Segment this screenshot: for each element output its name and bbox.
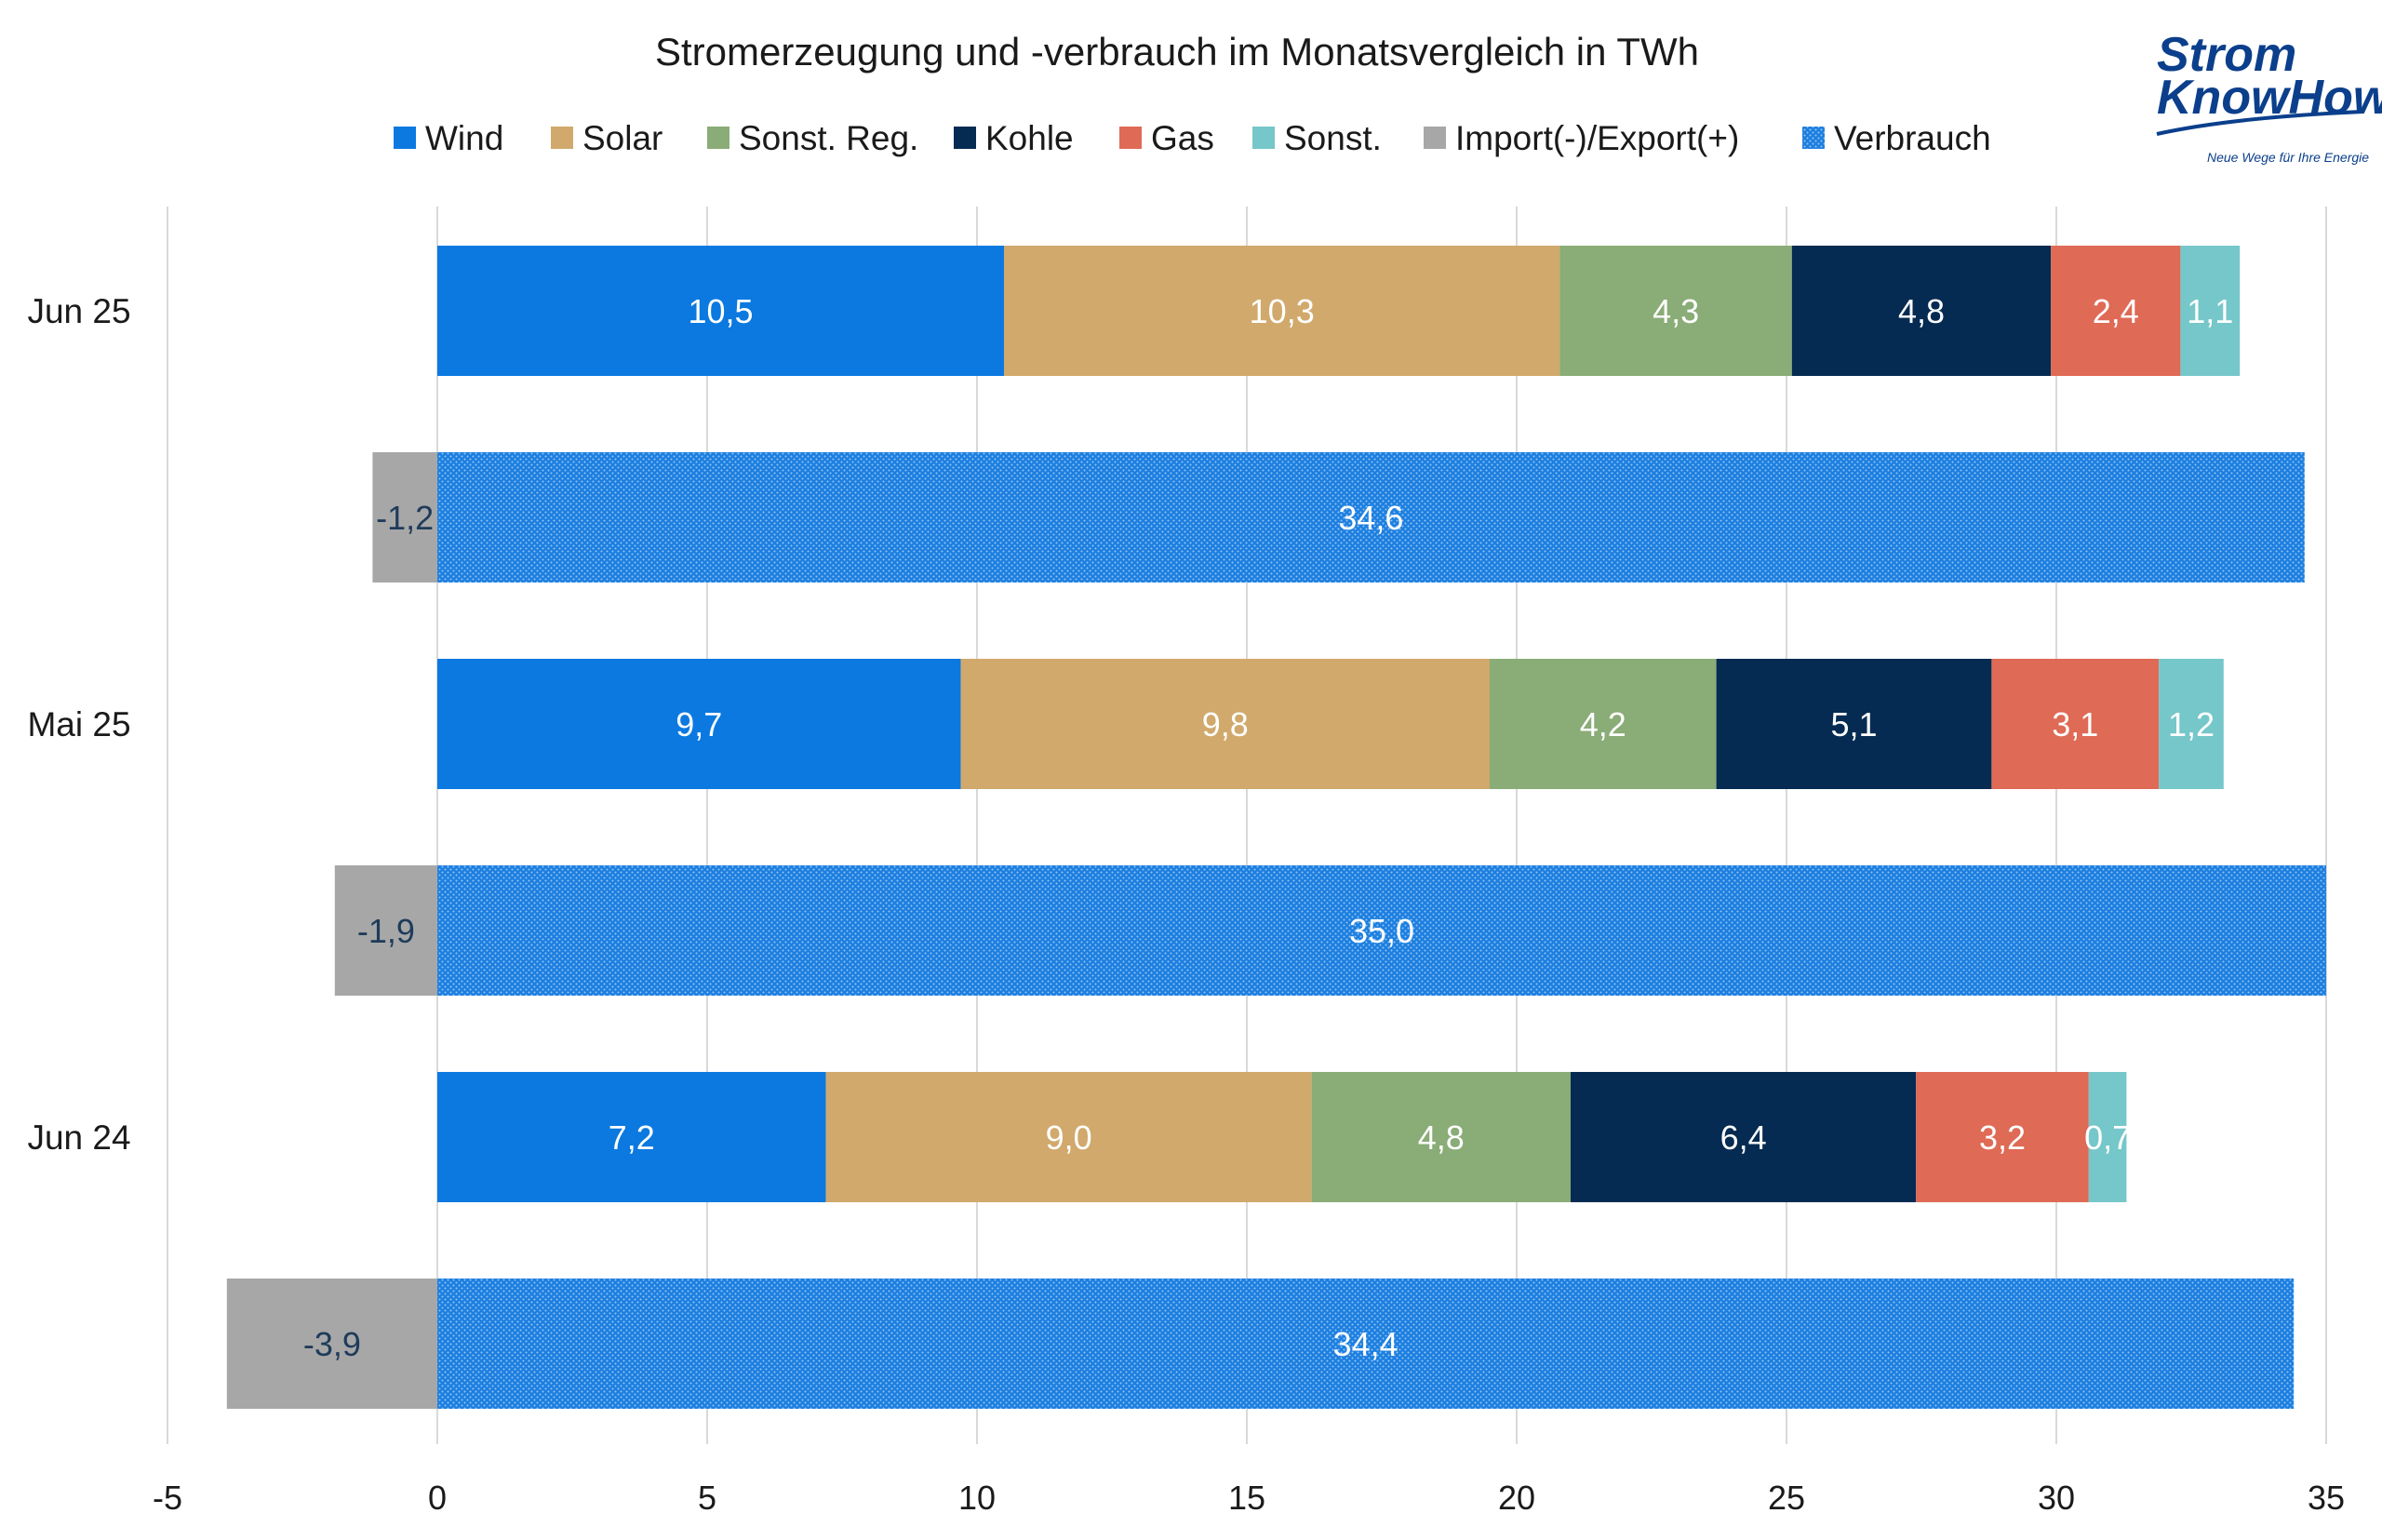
- legend-label-kohle: Kohle: [985, 119, 1074, 157]
- bar-sonst_reg: [1490, 659, 1717, 789]
- bar-gas: [1916, 1072, 2089, 1202]
- legend-swatch-wind: [394, 127, 416, 149]
- x-tick-label: 35: [2308, 1479, 2345, 1517]
- x-tick-label: 0: [428, 1479, 447, 1517]
- logo-swoosh: [2156, 110, 2364, 136]
- bar-solar: [960, 659, 1490, 789]
- data-label-wind: 9,7: [676, 705, 722, 743]
- data-label-sonst_reg: 4,2: [1580, 705, 1626, 743]
- bar-wind: [437, 246, 1004, 376]
- legend-label-wind: Wind: [425, 119, 503, 157]
- bar-kohle: [1571, 1072, 1917, 1202]
- bar-verbrauch: [437, 1279, 2295, 1409]
- data-label-gas: 2,4: [2093, 292, 2139, 330]
- bar-sonst_reg: [1559, 246, 1792, 376]
- data-label-gas: 3,1: [2052, 705, 2098, 743]
- category-label: Jun 25: [27, 292, 130, 330]
- x-tick-label: 5: [698, 1479, 716, 1517]
- bar-sonst: [2159, 659, 2224, 789]
- data-label-kohle: 5,1: [1830, 705, 1877, 743]
- logo-line1: Strom: [2157, 28, 2296, 82]
- legend-label-sonst: Sonst.: [1284, 119, 1382, 157]
- bar-gas: [1991, 659, 2160, 789]
- chart-title: Stromerzeugung und -verbrauch im Monatsv…: [655, 30, 1699, 74]
- logo-line2: KnowHow: [2157, 71, 2382, 125]
- data-label-import-export: -3,9: [303, 1325, 361, 1363]
- data-label-kohle: 6,4: [1720, 1118, 1767, 1157]
- legend-swatch-sonst: [1252, 127, 1275, 149]
- bar-sonst: [2088, 1072, 2127, 1202]
- legend-label-import_export: Import(-)/Export(+): [1455, 119, 1739, 157]
- data-label-verbrauch: 34,6: [1338, 499, 1403, 537]
- x-tick-label: 20: [1498, 1479, 1535, 1517]
- category-label: Mai 25: [27, 705, 130, 743]
- legend-swatch-import_export: [1424, 127, 1446, 149]
- bar-verbrauch: [437, 865, 2326, 996]
- bar-sonst: [2180, 246, 2241, 376]
- data-label-verbrauch: 35,0: [1349, 912, 1414, 950]
- gridlines: [167, 207, 2327, 1444]
- legend-swatch-sonst_reg: [707, 127, 729, 149]
- x-axis-tick-labels: -5 0 5 10 15 20 25 30 35: [153, 1479, 2345, 1517]
- data-label-gas: 3,2: [1979, 1118, 2026, 1157]
- data-label-sonst: 1,1: [2187, 292, 2233, 330]
- bar-wind: [437, 659, 961, 789]
- legend-label-solar: Solar: [582, 119, 662, 157]
- x-tick-label: 15: [1228, 1479, 1265, 1517]
- data-label-sonst_reg: 4,3: [1653, 292, 1699, 330]
- data-label-solar: 10,3: [1250, 292, 1315, 330]
- data-label-solar: 9,0: [1046, 1118, 1092, 1157]
- legend: Wind Solar Sonst. Reg. Kohle Gas Sonst. Import…: [394, 119, 1991, 157]
- legend-label-verbrauch: Verbrauch: [1834, 119, 1991, 157]
- data-label-solar: 9,8: [1202, 705, 1249, 743]
- data-label-verbrauch: 34,4: [1333, 1325, 1398, 1363]
- logo-tagline: Neue Wege für Ihre Energie: [2207, 150, 2369, 165]
- legend-label-gas: Gas: [1151, 119, 1214, 157]
- category-label: Jun 24: [27, 1118, 130, 1157]
- bar-gas: [2051, 246, 2181, 376]
- legend-swatch-verbrauch: [1802, 127, 1825, 149]
- data-label-kohle: 4,8: [1898, 292, 1945, 330]
- x-tick-label: -5: [153, 1479, 182, 1517]
- legend-label-sonst_reg: Sonst. Reg.: [739, 119, 918, 157]
- bar-sonst_reg: [1311, 1072, 1571, 1202]
- x-tick-label: 10: [958, 1479, 996, 1517]
- data-label-wind: 7,2: [609, 1118, 655, 1157]
- bar-solar: [825, 1072, 1312, 1202]
- data-label-import-export: -1,2: [376, 499, 434, 537]
- bar-import-export: [226, 1279, 437, 1409]
- legend-swatch-kohle: [954, 127, 976, 149]
- bars: 10,5 10,3 4,3 4,8 2,4 1,1 -1,2 34,6 9,7 9,8 4,2 5,1…: [226, 246, 2326, 1409]
- bar-kohle: [1791, 246, 2052, 376]
- bar-wind: [437, 1072, 826, 1202]
- legend-swatch-gas: [1119, 127, 1142, 149]
- data-label-sonst: 0,7: [2084, 1118, 2131, 1157]
- data-label-sonst: 1,2: [2168, 705, 2215, 743]
- x-tick-label: 25: [1768, 1479, 1805, 1517]
- legend-swatch-solar: [551, 127, 573, 149]
- data-label-wind: 10,5: [688, 292, 753, 330]
- bar-import-export: [334, 865, 437, 996]
- data-label-sonst_reg: 4,8: [1418, 1118, 1465, 1157]
- bar-import-export: [372, 452, 437, 583]
- strom-knowhow-logo: Strom KnowHow Neue Wege für Ihre Energie: [2156, 28, 2382, 165]
- bar-solar: [1004, 246, 1560, 376]
- data-label-import-export: -1,9: [357, 912, 415, 950]
- category-labels: Jun 25 Mai 25 Jun 24: [27, 292, 130, 1157]
- bar-kohle: [1716, 659, 1992, 789]
- bar-verbrauch: [437, 452, 2305, 583]
- x-tick-label: 30: [2038, 1479, 2075, 1517]
